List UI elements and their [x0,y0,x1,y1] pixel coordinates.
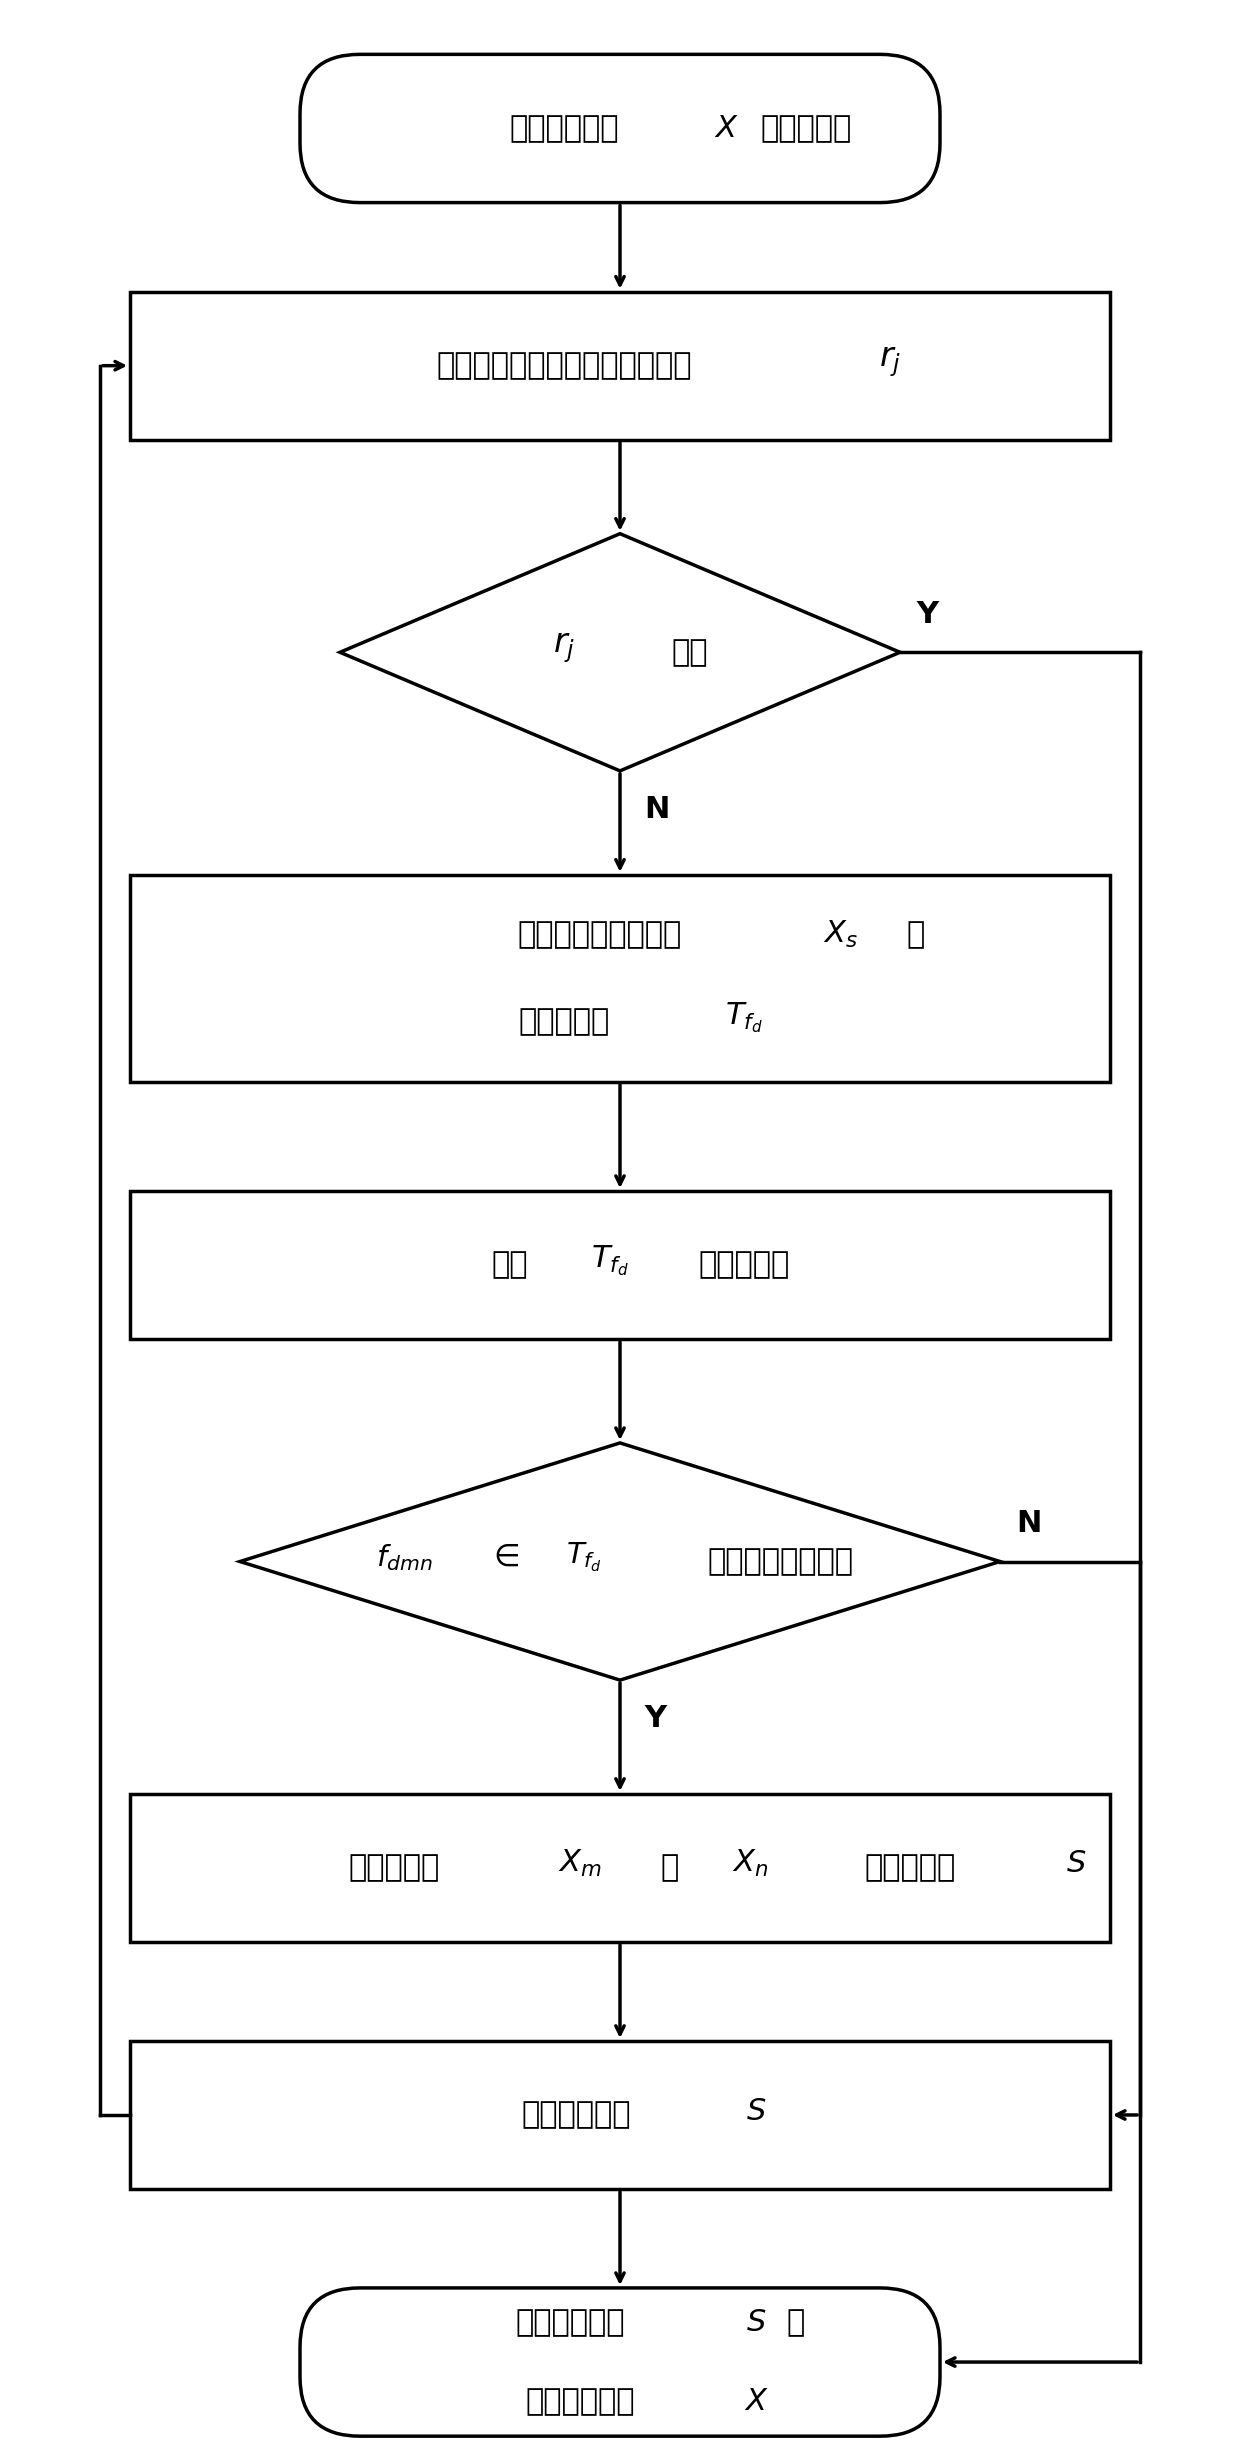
Text: 为空: 为空 [672,637,708,667]
Bar [130,875,1110,1083]
Bar [130,2042,1110,2189]
Text: $X_m$: $X_m$ [558,1848,601,1880]
Text: 和: 和 [906,922,925,949]
Text: 至副峰点集: 至副峰点集 [864,1853,956,1882]
Text: $T_{f_d}$: $T_{f_d}$ [725,1000,763,1034]
Text: $S$: $S$ [1066,1851,1086,1877]
Text: $f_{dmn}$: $f_{dmn}$ [376,1542,433,1574]
Text: 添加对应的: 添加对应的 [348,1853,440,1882]
Text: 更新副峰点集: 更新副峰点集 [521,2101,631,2130]
Text: $r_j$: $r_j$ [879,346,901,377]
Text: $\in$: $\in$ [489,1544,520,1571]
Text: 中所有元素: 中所有元素 [698,1250,790,1279]
Text: 处存在多普勒峰值: 处存在多普勒峰值 [707,1547,853,1576]
Text: $X_s$: $X_s$ [822,919,857,951]
Text: Y: Y [644,1703,666,1733]
Text: 疑似目标点集: 疑似目标点集 [510,115,619,142]
Text: 测试点集合: 测试点集合 [518,1007,610,1037]
Text: 返回副峰点集: 返回副峰点集 [516,2309,625,2336]
Text: 按距离排列: 按距离排列 [760,115,852,142]
Text: 检测: 检测 [492,1250,528,1279]
Text: 依次提取存在多个目标的距离元: 依次提取存在多个目标的距离元 [436,350,692,380]
Bar [130,1794,1110,1941]
FancyBboxPatch shape [300,54,940,203]
Text: N: N [644,794,670,824]
Text: $S$: $S$ [745,2096,766,2125]
Polygon shape [340,534,900,772]
Polygon shape [241,1444,999,1679]
Text: N: N [1016,1510,1042,1537]
Text: 和: 和 [661,1853,680,1882]
Text: Y: Y [916,600,937,627]
Text: $T_{f_d}$: $T_{f_d}$ [591,1243,629,1279]
FancyBboxPatch shape [300,2287,940,2436]
Text: $X$: $X$ [713,115,738,142]
Text: $X$: $X$ [744,2387,769,2417]
Text: $X_n$: $X_n$ [732,1848,768,1880]
Bar [130,292,1110,439]
Text: $S$: $S$ [745,2309,766,2336]
Text: $r_j$: $r_j$ [553,632,575,664]
Bar [130,1191,1110,1338]
Text: 更新待检测目标点集: 更新待检测目标点集 [518,922,682,949]
Text: 和: 和 [787,2309,805,2336]
Text: 疑似目标点集: 疑似目标点集 [526,2387,635,2417]
Text: $T_{f_d}$: $T_{f_d}$ [565,1542,603,1574]
